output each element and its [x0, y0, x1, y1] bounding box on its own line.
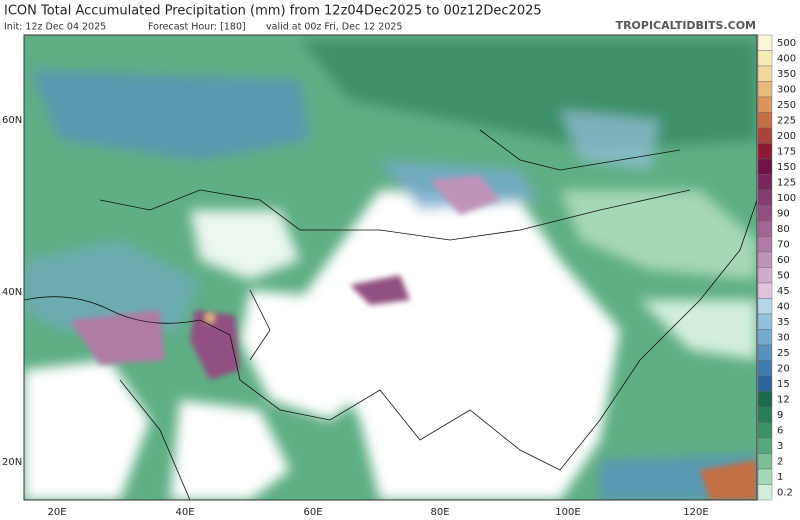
colorbar-label: 6 [777, 425, 783, 436]
colorbar-label: 2 [777, 456, 783, 467]
colorbar-swatch [757, 313, 773, 330]
colorbar-swatch [757, 267, 773, 284]
colorbar-swatch [757, 189, 773, 206]
colorbar-swatch [757, 158, 773, 175]
colorbar-label: 350 [777, 69, 796, 80]
lon-label: 20E [47, 507, 66, 518]
colorbar-label: 70 [777, 239, 790, 250]
colorbar-label: 90 [777, 208, 790, 219]
colorbar-swatch [757, 360, 773, 377]
colorbar-label: 200 [777, 131, 796, 142]
colorbar-label: 300 [777, 84, 796, 95]
colorbar-label: 12 [777, 394, 790, 405]
colorbar-label: 35 [777, 317, 790, 328]
colorbar-label: 400 [777, 53, 796, 64]
colorbar-label: 30 [777, 332, 790, 343]
colorbar-label: 60 [777, 255, 790, 266]
colorbar-swatch [757, 205, 773, 222]
map-frame [23, 34, 758, 501]
colorbar-label: 45 [777, 286, 790, 297]
colorbar-label: 50 [777, 270, 790, 281]
colorbar-label: 25 [777, 348, 790, 359]
lon-label: 80E [430, 507, 449, 518]
colorbar-label: 20 [777, 363, 790, 374]
colorbar-label: 100 [777, 193, 796, 204]
lon-label: 120E [683, 507, 708, 518]
colorbar-swatch [757, 406, 773, 423]
colorbar-swatch [757, 329, 773, 346]
colorbar-swatch [757, 112, 773, 129]
colorbar-swatch [757, 127, 773, 144]
colorbar-label: 80 [777, 224, 790, 235]
lon-label: 60E [303, 507, 322, 518]
site-name: TROPICALTIDBITS.COM [616, 19, 756, 32]
colorbar-swatch [757, 174, 773, 191]
colorbar-swatch [757, 484, 773, 501]
colorbar-label: 40 [777, 301, 790, 312]
colorbar-swatch [757, 453, 773, 470]
colorbar-label: 15 [777, 379, 790, 390]
coastlines [24, 129, 757, 500]
colorbar-label: 3 [777, 441, 783, 452]
colorbar-label: 500 [777, 38, 796, 49]
colorbar-swatch [757, 251, 773, 268]
lon-label: 40E [175, 507, 194, 518]
colorbar-swatch [757, 298, 773, 315]
colorbar-label: 175 [777, 146, 796, 157]
valid-time: valid at 00z Fri, Dec 12 2025 [266, 22, 402, 33]
colorbar-swatch [757, 65, 773, 82]
colorbar-label: 9 [777, 410, 783, 421]
colorbar-swatch [757, 468, 773, 485]
title: ICON Total Accumulated Precipitation (mm… [4, 4, 542, 19]
colorbar-label: 225 [777, 115, 796, 126]
colorbar-swatch [757, 143, 773, 160]
colorbar-swatch [757, 81, 773, 98]
colorbar-label: 125 [777, 177, 796, 188]
colorbar-swatch [757, 391, 773, 408]
colorbar-swatch [757, 50, 773, 67]
lat-label: 40N [2, 287, 22, 298]
colorbar-swatch [757, 282, 773, 299]
precip-field [24, 35, 757, 500]
colorbar-label: 1 [777, 472, 783, 483]
colorbar-swatch [757, 375, 773, 392]
lat-label: 60N [2, 115, 22, 126]
colorbar-swatch [757, 437, 773, 454]
colorbar-swatch [757, 422, 773, 439]
colorbar-swatch [757, 220, 773, 237]
init-time: Init: 12z Dec 04 2025 [4, 22, 106, 33]
colorbar-swatch [757, 236, 773, 253]
forecast-hour: Forecast Hour: [180] [148, 22, 246, 33]
colorbar-label: 0.2 [777, 487, 793, 498]
colorbar-label: 150 [777, 162, 796, 173]
colorbar-swatch [757, 34, 773, 51]
lat-label: 20N [2, 457, 22, 468]
colorbar-label: 250 [777, 100, 796, 111]
colorbar-swatch [757, 96, 773, 113]
colorbar-swatch [757, 344, 773, 361]
lon-label: 100E [555, 507, 580, 518]
